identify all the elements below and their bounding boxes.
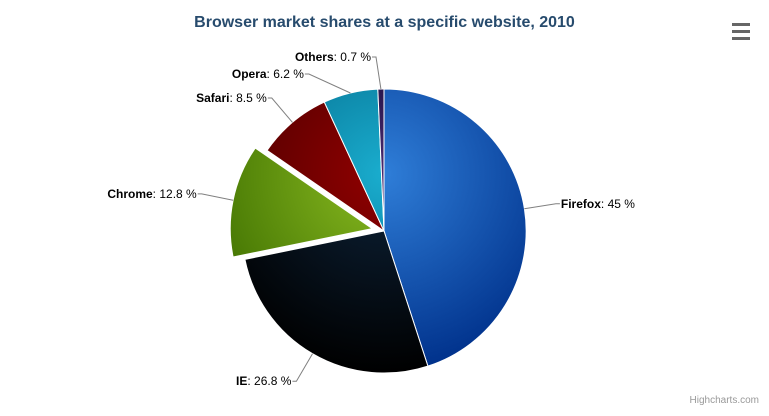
- label-connector: [524, 203, 560, 210]
- credits-link[interactable]: Highcharts.com: [689, 395, 759, 406]
- label-connector: [197, 193, 234, 201]
- label-connector: [267, 97, 293, 123]
- pie-slice-ie[interactable]: [244, 230, 429, 374]
- label-connector: [372, 56, 382, 90]
- label-connector: [304, 73, 351, 94]
- slice-label-ie: IE: 26.8 %: [236, 374, 292, 389]
- export-menu-button[interactable]: [729, 21, 753, 43]
- slice-label-opera: Opera: 6.2 %: [231, 67, 304, 81]
- hamburger-menu-icon: [732, 23, 750, 40]
- pie-slice-others[interactable]: [377, 88, 385, 232]
- label-connector: [292, 353, 313, 382]
- slice-label-firefox: Firefox: 45 %: [560, 196, 635, 211]
- pie-slice-chrome[interactable]: [229, 147, 374, 258]
- slice-label-safari: Safari: 8.5 %: [196, 91, 267, 105]
- slice-label-chrome: Chrome: 12.8 %: [107, 186, 197, 201]
- chart-title: Browser market shares at a specific webs…: [194, 14, 575, 31]
- slice-label-others: Others: 0.7 %: [294, 50, 371, 64]
